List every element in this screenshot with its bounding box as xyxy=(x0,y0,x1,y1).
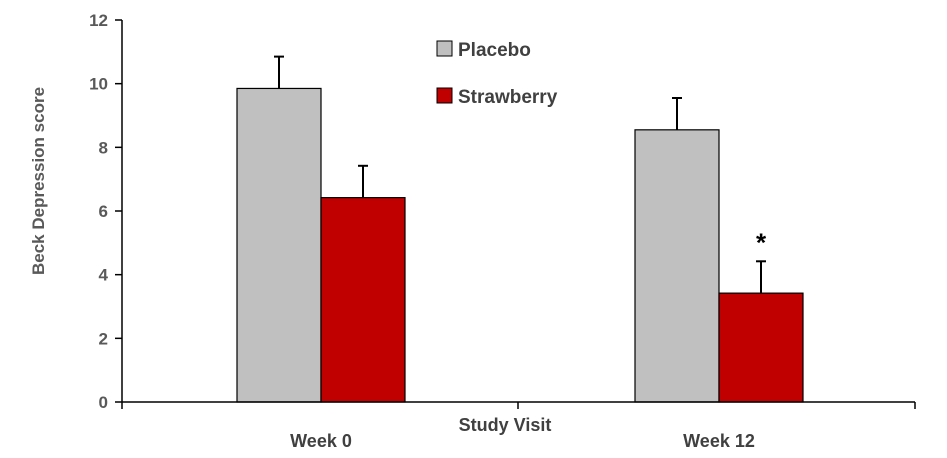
bar-placebo-week-12 xyxy=(634,129,720,403)
x-axis-category-labels: Week 0 Week 12 xyxy=(290,431,755,451)
y-tick-label: 8 xyxy=(99,138,108,157)
significance-asterisk: * xyxy=(756,227,767,257)
annotations: * xyxy=(756,227,767,257)
legend-label-placebo: Placebo xyxy=(458,40,531,61)
y-tick-label: 6 xyxy=(99,202,108,221)
y-axis-title: Beck Depression score xyxy=(29,87,48,275)
x-category-label: Week 12 xyxy=(683,431,755,451)
legend-swatch-strawberry xyxy=(436,87,453,104)
legend: Placebo Strawberry xyxy=(436,40,558,108)
x-axis-title: Study Visit xyxy=(459,415,552,435)
bars xyxy=(236,87,804,403)
y-tick-label: 10 xyxy=(89,75,108,94)
error-bars xyxy=(274,55,766,294)
x-category-label: Week 0 xyxy=(290,431,352,451)
y-tick-label: 4 xyxy=(99,266,109,285)
y-tick-label: 12 xyxy=(89,11,108,30)
y-axis-ticks: 0 2 4 6 8 10 12 xyxy=(89,11,122,412)
bar-placebo-week-0 xyxy=(236,87,322,403)
bar-strawberry-week-0 xyxy=(320,197,406,403)
legend-swatch-placebo xyxy=(436,40,453,57)
y-tick-label: 2 xyxy=(99,329,108,348)
bar-strawberry-week-12 xyxy=(718,292,804,403)
y-tick-label: 0 xyxy=(99,393,108,412)
legend-label-strawberry: Strawberry xyxy=(458,87,558,108)
axes xyxy=(121,20,916,409)
